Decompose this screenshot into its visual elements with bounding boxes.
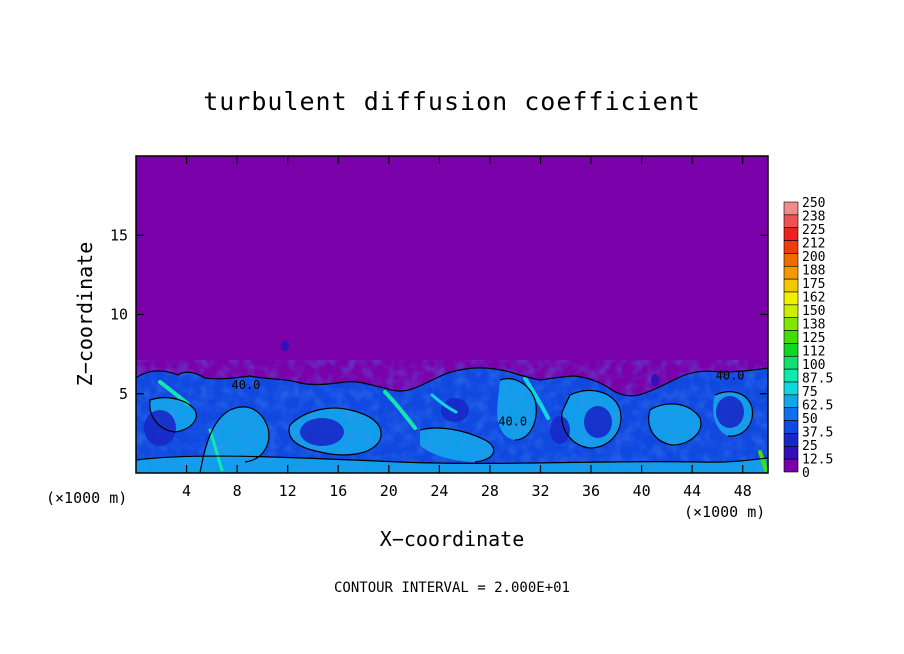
y-tick-label: 5: [119, 385, 128, 403]
low-value-cores: [144, 396, 744, 446]
colorbar-swatch: [783, 420, 799, 434]
core: [550, 416, 570, 444]
x-axis-title: X−coordinate: [380, 527, 525, 551]
contour-label: 40.0: [498, 414, 527, 428]
y-axis-title: Z−coordinate: [73, 242, 97, 387]
contour-line: [136, 455, 768, 465]
turbulent-layer: [136, 341, 768, 473]
contour-line: [648, 403, 702, 446]
isolated-blob: [281, 341, 289, 351]
x-tick-label: 40: [633, 482, 651, 500]
colorbar-swatch: [783, 394, 799, 409]
streak: [430, 393, 458, 414]
colorbar-swatch: [783, 201, 799, 216]
colorbar-label: 87.5: [802, 372, 833, 387]
streak: [523, 376, 550, 420]
colorbar-swatch: [783, 368, 799, 383]
colorbar-label: 125: [802, 331, 825, 346]
colorbar-label: 175: [802, 277, 825, 292]
x-tick-label: 4: [182, 482, 191, 500]
colorbar-label: 12.5: [802, 453, 833, 468]
x-tick-label: 48: [734, 482, 752, 500]
colorbar-swatch: [783, 253, 799, 267]
colorbar-label: 112: [802, 345, 825, 360]
y-axis: 5 10 15: [110, 226, 768, 403]
colorbar-label: 150: [802, 304, 825, 319]
x-unit-left: (×1000 m): [46, 489, 127, 507]
x-unit-right: (×1000 m): [684, 503, 765, 521]
colorbar-swatch: [783, 343, 799, 357]
contour-lines: [136, 367, 768, 473]
colorbar-label: 238: [802, 210, 825, 225]
core: [300, 418, 344, 446]
colorbar-swatch: [783, 433, 799, 447]
x-tick-label: 8: [233, 482, 242, 500]
colorbar-swatch: [783, 381, 799, 396]
colorbar-swatch: [783, 304, 799, 319]
colorbar-swatch: [783, 407, 799, 421]
contour-label: 40.0: [716, 368, 745, 382]
x-tick-label: 16: [329, 482, 347, 500]
contour-line: [714, 391, 754, 437]
x-tick-label: 12: [279, 482, 297, 500]
colorbar-swatch: [783, 227, 799, 241]
x-tick-label: 44: [683, 482, 701, 500]
x-axis: 4 8 12 16 20 24 28 32 36 40 44 48: [182, 156, 752, 500]
colorbar-swatch: [783, 317, 799, 331]
streak: [758, 450, 768, 472]
streak: [383, 390, 417, 430]
colorbar-swatch: [783, 278, 799, 293]
contour-line: [149, 397, 197, 433]
colorbar-label: 37.5: [802, 426, 833, 441]
colorbar-swatch: [783, 265, 799, 280]
x-tick-label: 20: [380, 482, 398, 500]
core: [144, 410, 176, 446]
core: [584, 406, 612, 438]
colorbar-swatch: [783, 240, 799, 254]
colorbar-swatch: [783, 330, 799, 344]
colorbar-label: 75: [802, 385, 818, 400]
colorbar-label: 188: [802, 264, 825, 279]
x-tick-label: 32: [531, 482, 549, 500]
contour-line: [288, 407, 382, 456]
contour-line: [419, 427, 495, 463]
colorbar-swatch: [783, 355, 799, 370]
y-tick-label: 15: [110, 226, 128, 244]
colorbar-label: 212: [802, 237, 825, 252]
contour-line: [561, 389, 622, 449]
colorbar-swatch: [783, 214, 799, 229]
core: [716, 396, 744, 428]
contour-labels: 40.0 40.0 40.0: [232, 368, 745, 428]
x-tick-label: 24: [430, 482, 448, 500]
colorbar-label: 100: [802, 358, 825, 373]
x-tick-label: 36: [582, 482, 600, 500]
contour-line: [499, 378, 537, 441]
isolated-blob: [651, 374, 659, 386]
colorbar-label: 200: [802, 250, 825, 265]
colorbar-label: 250: [802, 196, 825, 211]
colorbar-label: 225: [802, 223, 825, 238]
colorbar-label: 138: [802, 318, 825, 333]
contour-interval-note: CONTOUR INTERVAL = 2.000E+01: [334, 580, 570, 596]
contour-line: [136, 367, 768, 397]
colorbar-swatch: [783, 291, 799, 306]
x-tick-label: 28: [481, 482, 499, 500]
colorbar-label: 62.5: [802, 399, 833, 414]
colorbar-label: 25: [802, 439, 818, 454]
colorbar-label: 162: [802, 291, 825, 306]
contour-line: [199, 406, 270, 473]
chart-title: turbulent diffusion coefficient: [203, 87, 701, 116]
colorbar-swatch: [783, 458, 799, 473]
contour-label: 40.0: [232, 378, 261, 392]
y-tick-label: 10: [110, 306, 128, 324]
colorbar-label: 50: [802, 412, 818, 427]
colorbar: 2502382252122001881751621501381251121008…: [783, 196, 833, 481]
colorbar-swatch: [783, 445, 799, 460]
colorbar-label: 0: [802, 466, 810, 481]
